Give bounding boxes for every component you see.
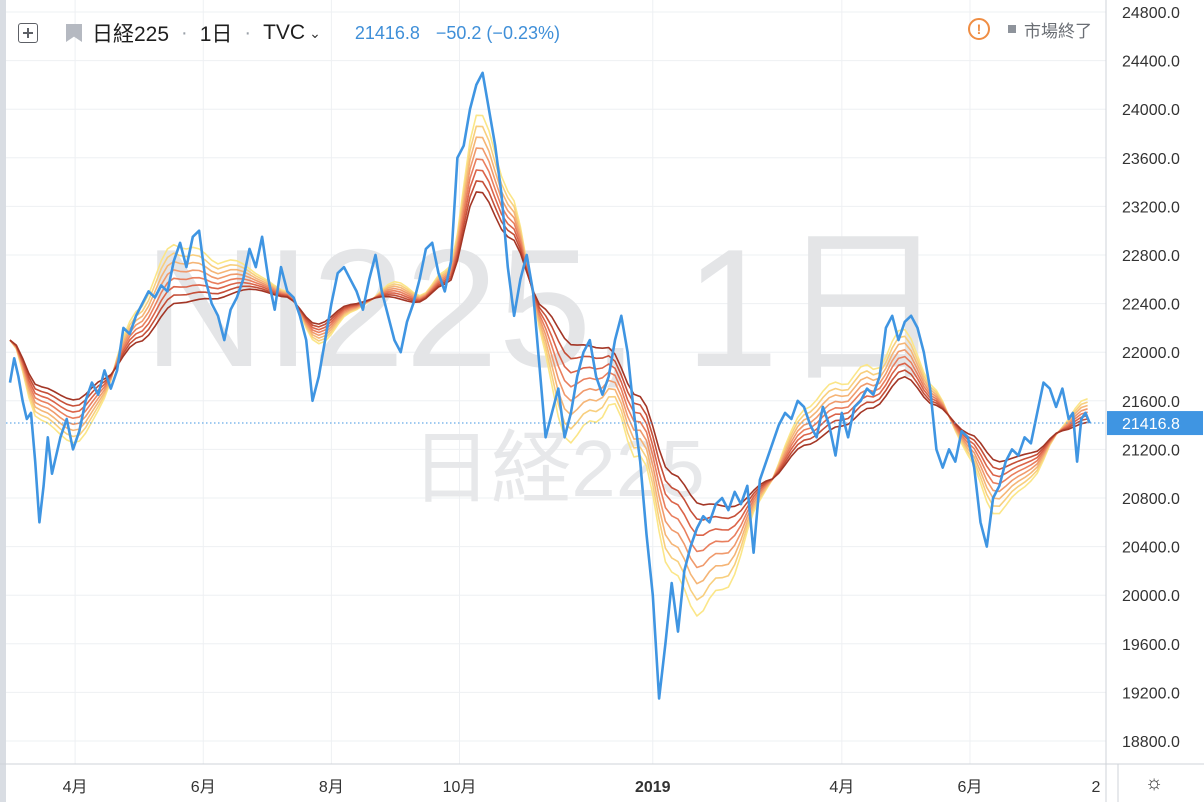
last-price-tag-label: 21416.8 <box>1122 416 1180 433</box>
chevron-down-icon[interactable]: ⌄ <box>309 24 321 41</box>
x-tick-label: 4月 <box>829 779 854 796</box>
ribbon-line-3 <box>9 136 1088 585</box>
y-tick-label: 20000.0 <box>1122 588 1180 605</box>
price-layer <box>6 71 1106 700</box>
y-tick-label: 18800.0 <box>1122 734 1180 751</box>
chart-header: 日経225 · 1日 · TVC ⌄ 21416.8 −50.2 (−0.23%… <box>18 16 560 50</box>
y-tick-label: 24800.0 <box>1122 5 1180 22</box>
y-tick-label: 24000.0 <box>1122 102 1180 119</box>
y-tick-label: 19600.0 <box>1122 637 1180 654</box>
x-tick-label: 6月 <box>191 779 216 796</box>
x-tick-label: 2019 <box>635 779 671 796</box>
y-tick-label: 23200.0 <box>1122 199 1180 216</box>
expand-icon[interactable] <box>18 23 38 43</box>
watermark-layer: NI225, 1日 日経225 <box>143 214 946 513</box>
x-tick-label: 4月 <box>63 779 88 796</box>
last-price: 21416.8 <box>354 22 420 43</box>
x-tick-label: 8月 <box>319 779 344 796</box>
y-tick-label: 22400.0 <box>1122 297 1180 314</box>
flag-icon[interactable] <box>66 24 82 42</box>
grid-layer <box>6 0 1106 764</box>
ribbon-line-7 <box>9 180 1088 521</box>
y-tick-label: 22000.0 <box>1122 345 1180 362</box>
market-status-label: 市場終了 <box>1024 21 1092 41</box>
ribbon-line-4 <box>9 147 1088 569</box>
y-tick-label: 23600.0 <box>1122 151 1180 168</box>
exchange-label[interactable]: TVC <box>263 21 306 44</box>
x-tick-label: 10月 <box>443 779 477 796</box>
y-tick-label: 19200.0 <box>1122 685 1180 702</box>
x-tick-label: 2 <box>1092 779 1101 796</box>
price-line <box>8 71 1091 700</box>
y-tick-label: 22800.0 <box>1122 248 1180 265</box>
y-tick-label: 21200.0 <box>1122 442 1180 459</box>
ribbon-line-8 <box>9 191 1088 508</box>
market-status: ! 市場終了 <box>968 15 1092 43</box>
left-edge-strip <box>0 0 6 802</box>
separator-dot-1: · <box>181 21 188 44</box>
y-tick-label: 20800.0 <box>1122 491 1180 508</box>
y-tick-label: 20400.0 <box>1122 540 1180 557</box>
status-square-icon <box>1008 25 1016 33</box>
ribbon-line-6 <box>9 169 1088 536</box>
x-tick-label: 6月 <box>958 779 983 796</box>
y-tick-label: 21600.0 <box>1122 394 1180 411</box>
separator-dot-2: · <box>244 21 252 44</box>
last-price-tag <box>1107 411 1203 436</box>
price-change: −50.2 (−0.23%) <box>435 22 560 43</box>
y-tick-label: 24400.0 <box>1122 54 1180 71</box>
ribbon-line-5 <box>9 158 1088 553</box>
warning-icon[interactable]: ! <box>968 18 990 40</box>
interval-label[interactable]: 1日 <box>199 23 233 46</box>
settings-gear-icon[interactable]: ☼ <box>1144 772 1164 794</box>
symbol-name[interactable]: 日経225 <box>92 23 170 46</box>
